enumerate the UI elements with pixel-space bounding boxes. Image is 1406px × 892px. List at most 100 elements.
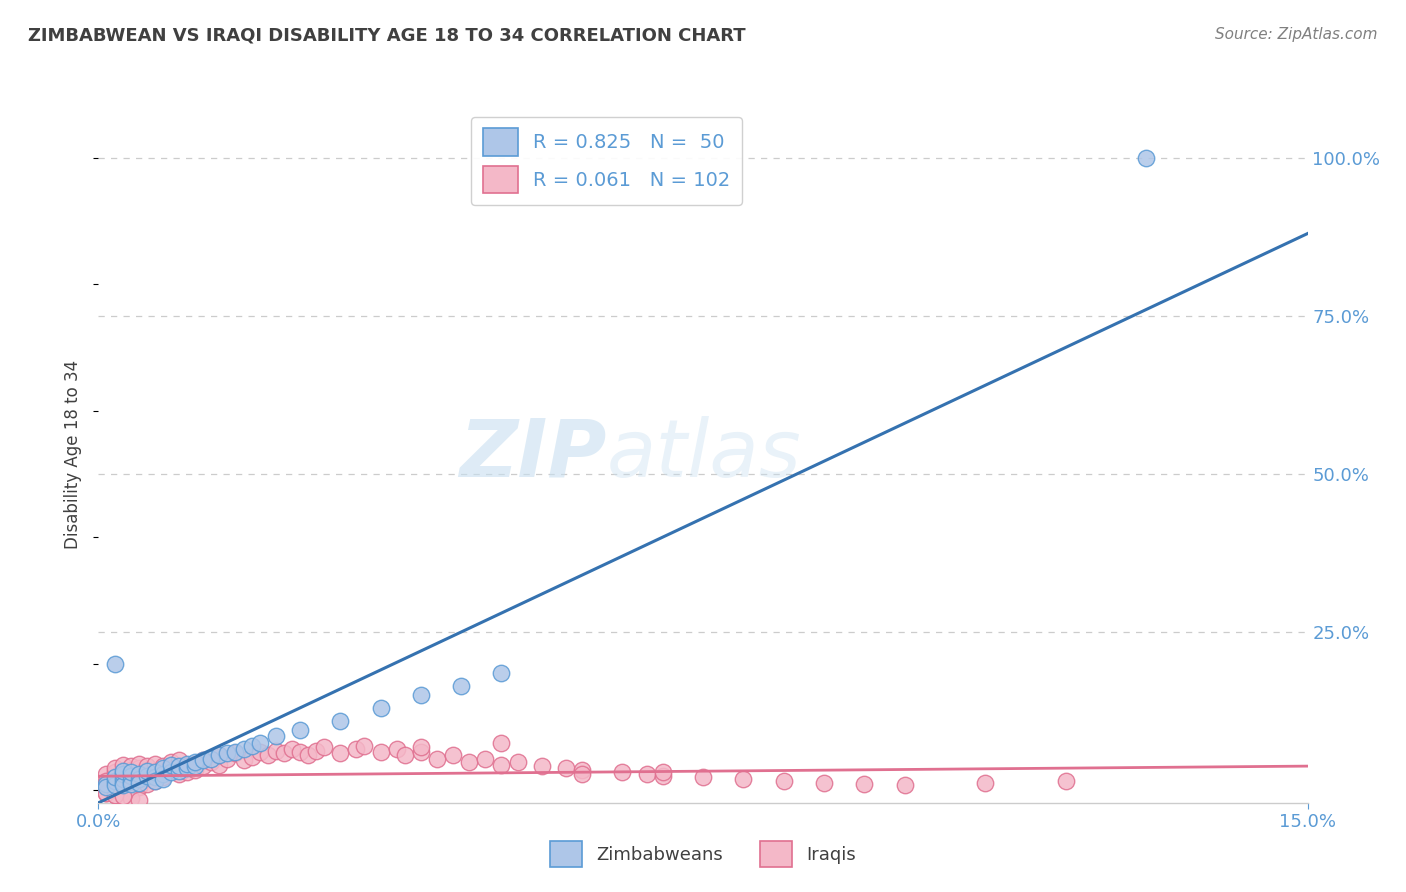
Point <box>249 745 271 759</box>
Point <box>120 769 142 783</box>
Point <box>217 751 239 765</box>
Legend: R = 0.825   N =  50, R = 0.061   N = 102: R = 0.825 N = 50, R = 0.061 N = 102 <box>471 117 742 205</box>
Point <box>200 755 222 769</box>
Point <box>96 778 118 792</box>
Point <box>111 777 134 791</box>
Text: Source: ZipAtlas.com: Source: ZipAtlas.com <box>1215 27 1378 42</box>
Point <box>176 765 198 780</box>
Point <box>184 755 207 769</box>
Point <box>232 753 254 767</box>
Point <box>111 767 134 781</box>
Point <box>103 788 125 802</box>
Point <box>96 780 118 794</box>
Point <box>152 761 174 775</box>
Point <box>103 761 125 775</box>
Point <box>128 761 150 775</box>
Text: ZIMBABWEAN VS IRAQI DISABILITY AGE 18 TO 34 CORRELATION CHART: ZIMBABWEAN VS IRAQI DISABILITY AGE 18 TO… <box>28 27 745 45</box>
Point <box>193 753 215 767</box>
Point <box>128 775 150 789</box>
Point <box>329 714 352 728</box>
Point <box>103 771 125 785</box>
Point <box>571 763 593 777</box>
Point <box>281 742 304 756</box>
Point <box>96 786 118 800</box>
Point <box>612 765 634 780</box>
Point <box>143 771 166 785</box>
Point <box>853 777 876 791</box>
Point <box>353 739 375 753</box>
Point <box>651 765 673 780</box>
Point <box>103 773 125 788</box>
Point <box>167 759 190 773</box>
Point <box>450 679 472 693</box>
Point <box>264 744 287 758</box>
Point <box>458 755 481 769</box>
Point <box>111 772 134 786</box>
Point <box>208 748 231 763</box>
Point <box>491 736 513 750</box>
Point <box>135 767 157 781</box>
Legend: Zimbabweans, Iraqis: Zimbabweans, Iraqis <box>543 834 863 874</box>
Point <box>160 763 183 777</box>
Point <box>249 736 271 750</box>
Point <box>555 761 578 775</box>
Point <box>208 757 231 772</box>
Point <box>135 763 157 777</box>
Point <box>193 759 215 773</box>
Point <box>176 759 198 773</box>
Text: atlas: atlas <box>606 416 801 494</box>
Point <box>974 775 997 789</box>
Point <box>160 765 183 780</box>
Point <box>111 775 134 789</box>
Point <box>184 759 207 773</box>
Point <box>111 778 134 792</box>
Point <box>297 748 319 763</box>
Point <box>1054 773 1077 788</box>
Point <box>813 775 835 789</box>
Point <box>441 748 464 763</box>
Point <box>651 769 673 783</box>
Point <box>103 775 125 789</box>
Point <box>143 756 166 771</box>
Point <box>111 764 134 779</box>
Point <box>128 792 150 806</box>
Point <box>103 771 125 785</box>
Point <box>120 790 142 805</box>
Point <box>240 750 263 764</box>
Point <box>128 772 150 786</box>
Point <box>370 745 392 759</box>
Point <box>224 745 246 759</box>
Point <box>103 788 125 802</box>
Point <box>120 773 142 788</box>
Point <box>135 764 157 779</box>
Point <box>329 747 352 761</box>
Point <box>167 761 190 775</box>
Point <box>96 777 118 791</box>
Point <box>135 759 157 773</box>
Point <box>167 753 190 767</box>
Point <box>733 772 755 786</box>
Point <box>128 771 150 785</box>
Point <box>167 767 190 781</box>
Point <box>344 742 367 756</box>
Point <box>111 789 134 804</box>
Point <box>111 772 134 786</box>
Point <box>208 748 231 763</box>
Point <box>193 753 215 767</box>
Y-axis label: Disability Age 18 to 34: Disability Age 18 to 34 <box>65 360 83 549</box>
Point <box>176 756 198 771</box>
Point <box>264 730 287 744</box>
Point <box>143 764 166 779</box>
Point <box>152 765 174 780</box>
Point <box>288 723 311 737</box>
Point <box>370 701 392 715</box>
Point <box>143 765 166 780</box>
Point <box>530 759 553 773</box>
Point <box>111 778 134 792</box>
Point <box>120 765 142 780</box>
Point <box>167 764 190 779</box>
Point <box>143 769 166 783</box>
Point <box>571 767 593 781</box>
Point <box>120 769 142 783</box>
Point <box>474 751 496 765</box>
